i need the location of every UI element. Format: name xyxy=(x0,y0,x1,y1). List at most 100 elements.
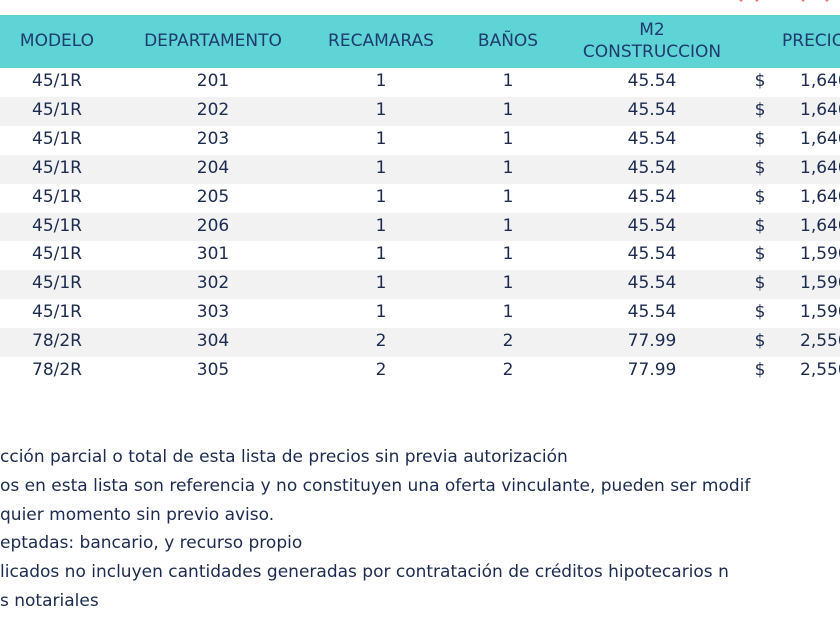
table-cell: 1 xyxy=(375,71,387,91)
price: 1,590 xyxy=(800,244,840,265)
table-cell: 1 xyxy=(502,128,514,149)
table-cell: 45/1R xyxy=(32,215,82,236)
table-cell: 45/1R xyxy=(32,99,82,120)
table-cell: 2 xyxy=(502,331,514,352)
table-row: 45/1R 201 1 1 45.54 $1,640 xyxy=(0,68,840,97)
table-cell: 45/1R xyxy=(32,128,82,149)
note-line: os en esta lista son referencia y no con… xyxy=(0,475,751,496)
table-cell: 1 xyxy=(502,71,514,91)
table-cell: 45.54 xyxy=(627,128,677,149)
table-cell: 78/2R xyxy=(32,360,82,380)
table-cell: 302 xyxy=(196,273,230,294)
price: 1,590 xyxy=(800,273,840,294)
table-cell: 1 xyxy=(375,186,387,207)
table-row: 45/1R 206 1 1 45.54 $1,640 xyxy=(0,212,840,242)
table-cell: 204 xyxy=(196,157,230,178)
table-cell: 1 xyxy=(502,157,514,178)
price: 1,640 xyxy=(800,157,840,178)
logo-fragment xyxy=(735,0,840,6)
price: 1,640 xyxy=(800,99,840,120)
table-cell: 2 xyxy=(375,331,387,352)
header-cell: DEPARTAMENTO xyxy=(144,31,282,51)
price: 2,550 xyxy=(800,331,840,352)
table-cell: 45/1R xyxy=(32,71,82,91)
table-cell: 1 xyxy=(375,157,387,178)
price: 1,640 xyxy=(800,128,840,149)
table-cell: 45.54 xyxy=(627,71,677,91)
table-cell: 304 xyxy=(196,331,230,352)
note-line: licados no incluyen cantidades generadas… xyxy=(0,562,729,583)
table-cell: 1 xyxy=(375,273,387,294)
table-cell: 305 xyxy=(196,360,230,380)
table-cell: 203 xyxy=(196,128,230,149)
table-cell: 45.54 xyxy=(627,186,677,207)
table-cell: $ xyxy=(754,99,766,120)
table-row: 45/1R 203 1 1 45.54 $1,640 xyxy=(0,125,840,155)
table-row: 45/1R 204 1 1 45.54 $1,640 xyxy=(0,154,840,184)
table-cell: 45/1R xyxy=(32,302,82,323)
table-cell: 45.54 xyxy=(627,244,677,265)
table-cell: 1 xyxy=(375,215,387,236)
table-cell: 45/1R xyxy=(32,186,82,207)
table-row: 45/1R 205 1 1 45.54 $1,640 xyxy=(0,183,840,213)
table-cell: 45/1R xyxy=(32,157,82,178)
table-cell: 205 xyxy=(196,186,230,207)
table-cell: 45.54 xyxy=(627,273,677,294)
table-cell: 2 xyxy=(502,360,514,380)
table-row: 78/2R 305 2 2 77.99 $2,550 xyxy=(0,357,840,386)
table-cell: 1 xyxy=(502,186,514,207)
table-cell: 78/2R xyxy=(32,331,82,352)
table-cell: 1 xyxy=(502,99,514,120)
table-cell: $ xyxy=(754,215,766,236)
table-cell: $ xyxy=(754,157,766,178)
table-cell: $ xyxy=(754,331,766,352)
table-cell: 1 xyxy=(502,273,514,294)
table-cell: 1 xyxy=(375,302,387,323)
table-row: 45/1R 302 1 1 45.54 $1,590 xyxy=(0,270,840,300)
table-cell: $ xyxy=(754,186,766,207)
table-cell: $ xyxy=(754,71,766,91)
price: 1,640 xyxy=(800,71,840,91)
table-cell: 1 xyxy=(502,302,514,323)
table-cell: 45.54 xyxy=(627,157,677,178)
table-cell: 1 xyxy=(375,244,387,265)
header-cell: RECAMARAS xyxy=(328,31,434,51)
table-cell: $ xyxy=(754,244,766,265)
table-cell: 1 xyxy=(375,99,387,120)
table-cell: 301 xyxy=(196,244,230,265)
table-cell: $ xyxy=(754,302,766,323)
table-cell: 77.99 xyxy=(627,331,677,352)
table-row: 45/1R 301 1 1 45.54 $1,590 xyxy=(0,241,840,271)
table-row: 78/2R 304 2 2 77.99 $2,550 xyxy=(0,328,840,358)
table-cell: 1 xyxy=(375,128,387,149)
table-row: 45/1R 202 1 1 45.54 $1,640 xyxy=(0,96,840,126)
table-cell: 1 xyxy=(502,215,514,236)
table-cell: 45.54 xyxy=(627,99,677,120)
header-cell: BAÑOS xyxy=(477,31,539,51)
header-cell: PRECIO xyxy=(782,31,840,51)
note-line: eptadas: bancario, y recurso propio xyxy=(0,533,303,554)
header-cell: M2 CONSTRUCCION xyxy=(582,20,722,62)
price: 1,640 xyxy=(800,186,840,207)
note-line: quier momento sin previo aviso. xyxy=(0,504,275,525)
table-cell: 202 xyxy=(196,99,230,120)
note-line: s notariales xyxy=(0,591,99,611)
table-cell: 45.54 xyxy=(627,215,677,236)
table-cell: 45/1R xyxy=(32,273,82,294)
table-row: 45/1R 303 1 1 45.54 $1,590 xyxy=(0,299,840,329)
table-cell: $ xyxy=(754,128,766,149)
table-cell: 303 xyxy=(196,302,230,323)
table-cell: 2 xyxy=(375,360,387,380)
table-cell: $ xyxy=(754,360,766,380)
table-cell: 206 xyxy=(196,215,230,236)
price: 2,550 xyxy=(800,360,840,380)
table-cell: 45/1R xyxy=(32,244,82,265)
note-line: cción parcial o total de esta lista de p… xyxy=(0,447,568,467)
header-cell: MODELO xyxy=(19,31,95,51)
table-cell: $ xyxy=(754,273,766,294)
table-cell: 45.54 xyxy=(627,302,677,323)
table-cell: 201 xyxy=(196,71,230,91)
table-cell: 77.99 xyxy=(627,360,677,380)
price: 1,640 xyxy=(800,215,840,236)
